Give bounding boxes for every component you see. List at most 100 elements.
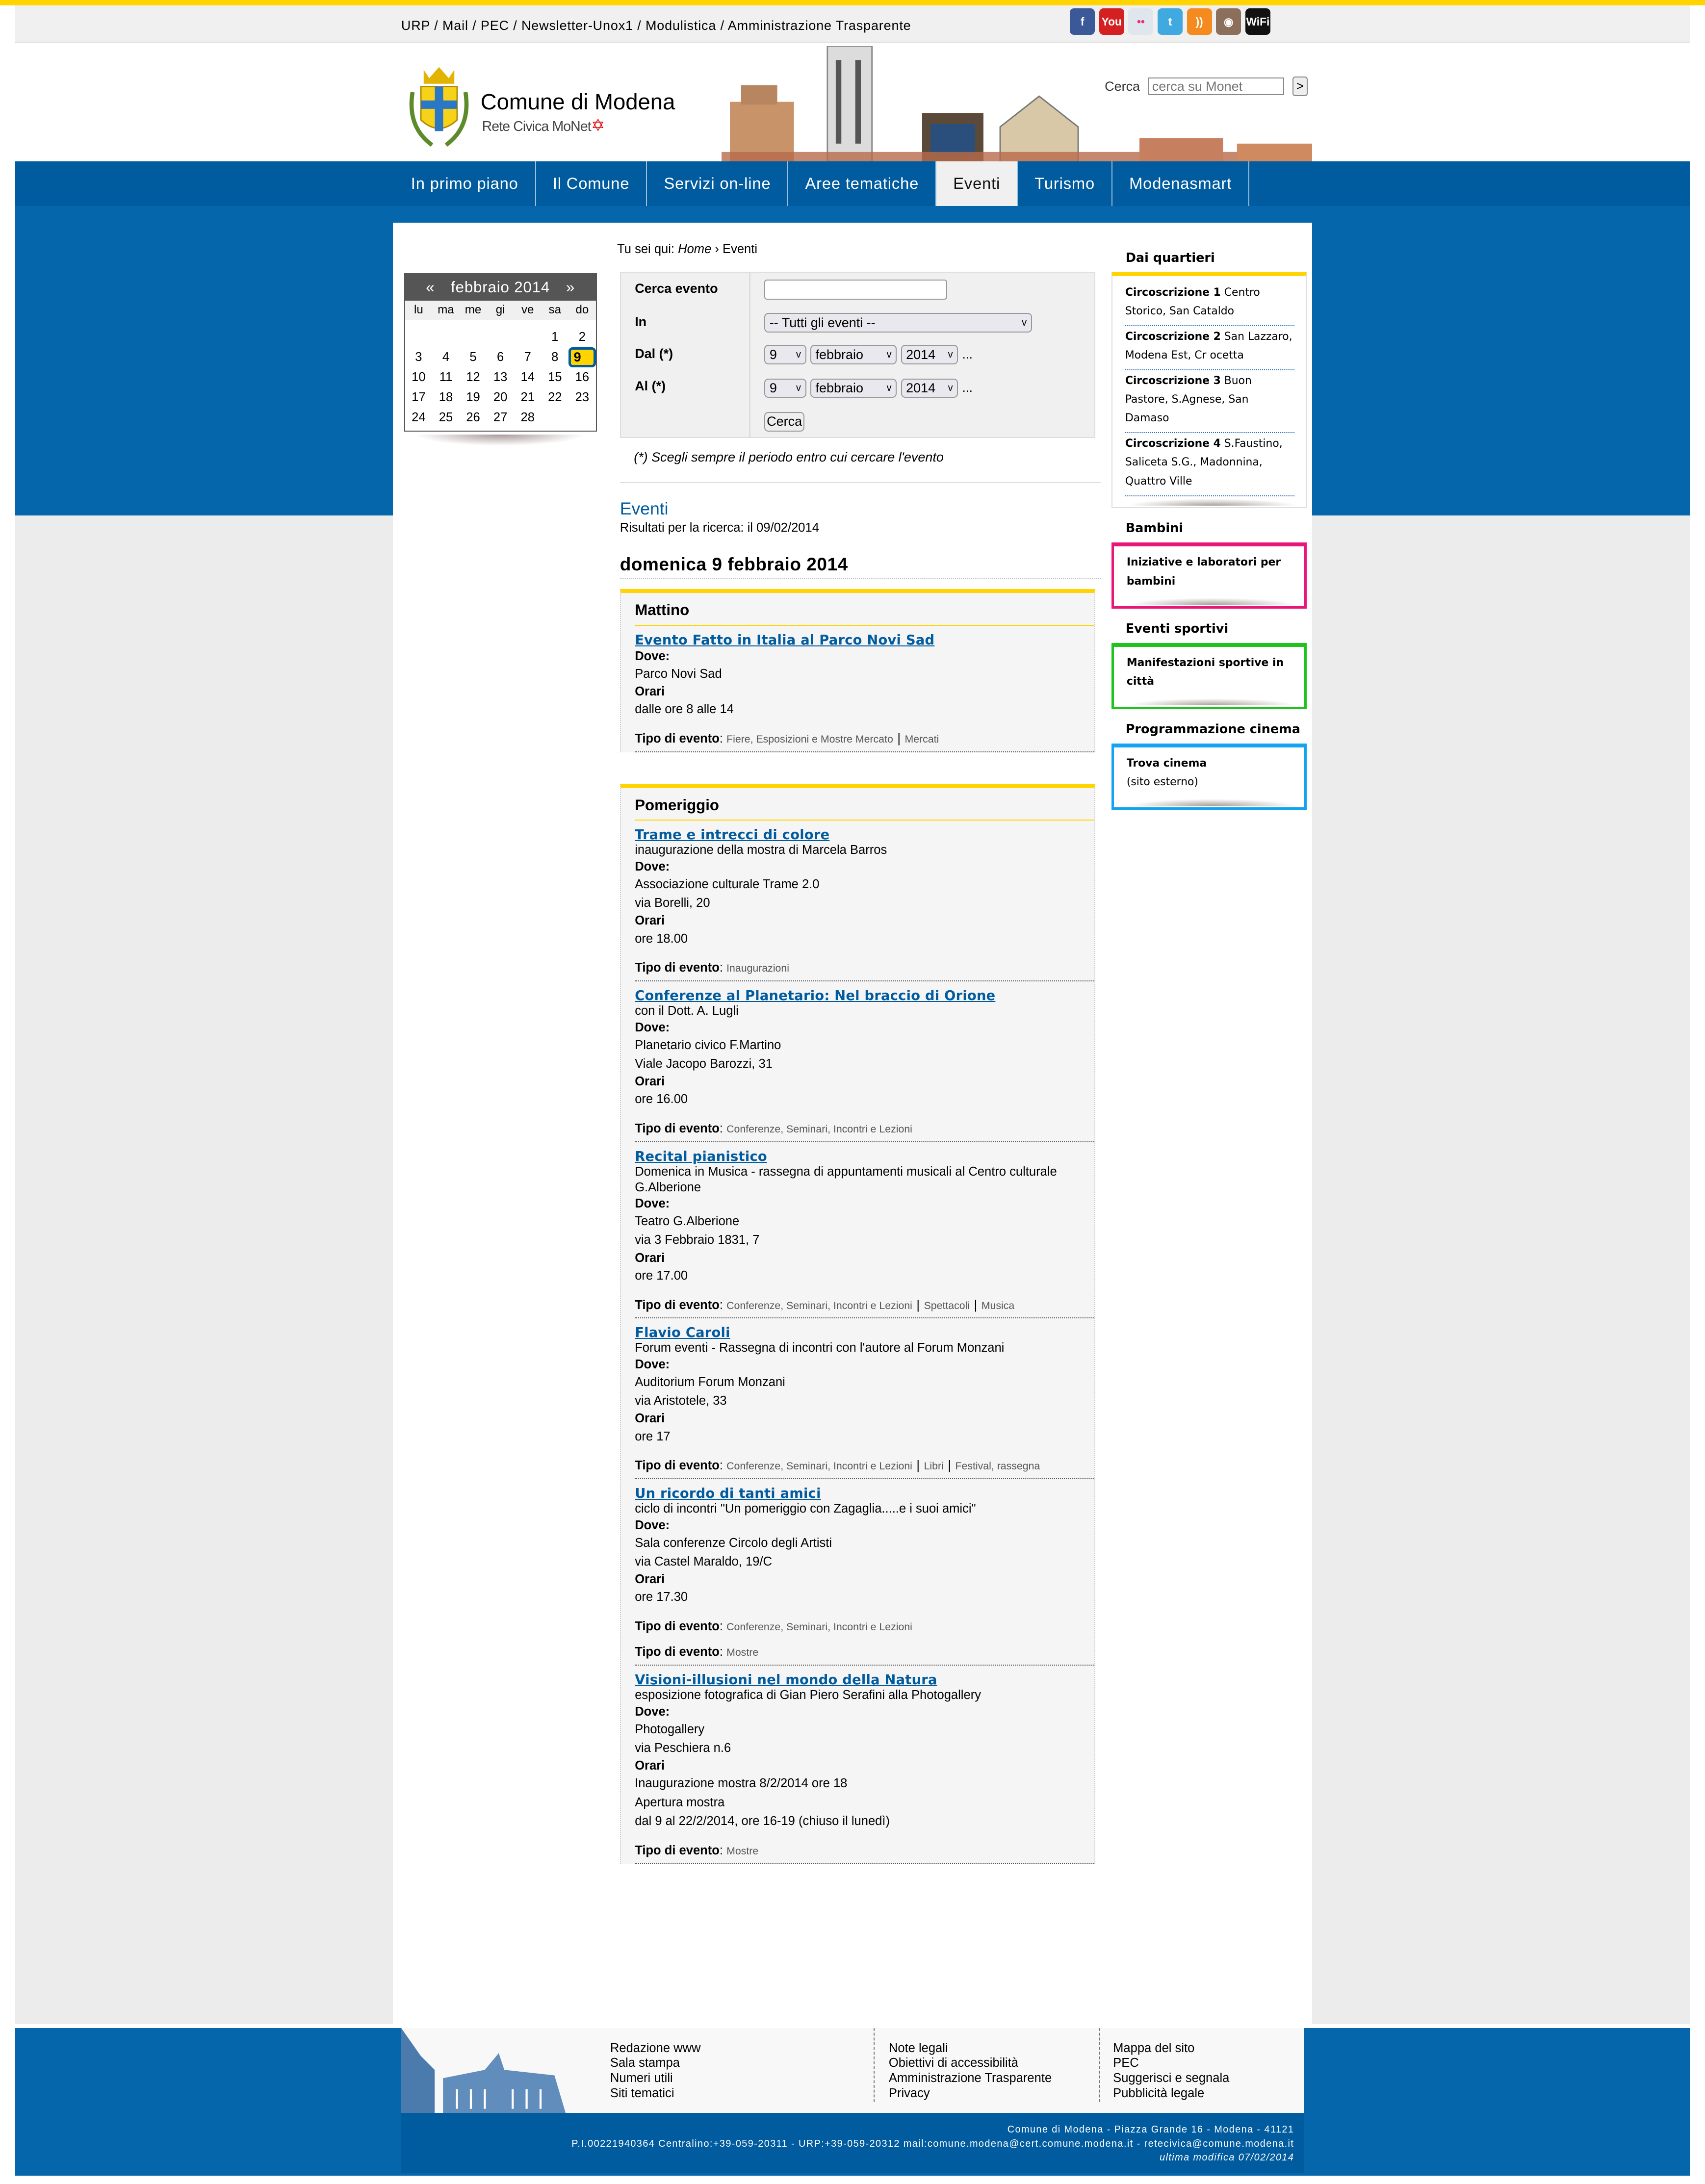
wifi-icon[interactable]: WiFi (1245, 8, 1270, 35)
sidebar-link[interactable]: Trova cinema (sito esterno) (1127, 753, 1293, 796)
calendar-day[interactable]: 10 (412, 370, 426, 384)
calendar-day[interactable]: 27 (493, 411, 508, 425)
calendar-day[interactable]: 23 (575, 390, 590, 405)
flickr-icon[interactable]: •• (1128, 8, 1154, 35)
from-month-select[interactable]: febbraio v (810, 345, 897, 365)
to-calendar-ellipsis[interactable]: ... (962, 381, 973, 395)
calendar-prev-button[interactable]: « (426, 278, 435, 296)
event-category-link[interactable]: Fiere, Esposizioni e Mostre Mercato (726, 733, 893, 745)
category-select[interactable]: -- Tutti gli eventi -- v (764, 313, 1032, 333)
calendar-day[interactable]: 6 (497, 350, 504, 364)
calendar-day[interactable]: 9 (568, 347, 596, 367)
top-link[interactable]: Modulistica (645, 18, 717, 33)
calendar-day[interactable]: 8 (551, 350, 559, 364)
event-title-link[interactable]: Flavio Caroli (635, 1325, 730, 1341)
event-title-link[interactable]: Recital pianistico (635, 1149, 767, 1165)
nav-item-turismo[interactable]: Turismo (1018, 161, 1113, 206)
top-link[interactable]: URP (401, 18, 430, 33)
event-category-link[interactable]: Mercati (904, 733, 939, 745)
footer-link[interactable]: Suggerisci e segnala (1113, 2071, 1230, 2085)
top-link[interactable]: Newsletter-Unox1 (521, 18, 633, 33)
sidebar-link[interactable]: Circoscrizione 2 San Lazzaro, Modena Est… (1125, 326, 1295, 370)
nav-item-in-primo-piano[interactable]: In primo piano (394, 161, 536, 206)
from-year-select[interactable]: 2014 v (901, 345, 958, 365)
nav-item-eventi[interactable]: Eventi (936, 161, 1018, 206)
footer-link[interactable]: Redazione www (610, 2041, 701, 2055)
event-category-link[interactable]: Mostre (726, 1646, 759, 1659)
event-title-link[interactable]: Visioni-illusioni nel mondo della Natura (635, 1672, 937, 1688)
event-category-link[interactable]: Spettacoli (924, 1299, 970, 1311)
nav-item-servizi-on-line[interactable]: Servizi on-line (647, 161, 789, 206)
footer-link[interactable]: Numeri utili (610, 2071, 673, 2085)
calendar-day[interactable]: 2 (578, 330, 586, 344)
calendar-day[interactable]: 24 (412, 411, 426, 425)
facebook-icon[interactable]: f (1070, 8, 1095, 35)
sidebar-link[interactable]: Circoscrizione 4 S.Faustino, Saliceta S.… (1125, 433, 1295, 496)
calendar-day[interactable]: 7 (524, 350, 531, 364)
calendar-day[interactable]: 11 (439, 370, 453, 384)
calendar-day[interactable]: 18 (439, 390, 453, 405)
search-events-button[interactable]: Cerca (764, 411, 804, 432)
calendar-day[interactable]: 12 (466, 370, 480, 384)
footer-link[interactable]: Pubblicità legale (1113, 2086, 1205, 2100)
footer-link[interactable]: Amministrazione Trasparente (888, 2071, 1052, 2085)
top-link[interactable]: Amministrazione Trasparente (727, 18, 911, 33)
nav-item-il-comune[interactable]: Il Comune (536, 161, 647, 206)
event-category-link[interactable]: Inaugurazioni (726, 962, 789, 975)
footer-link[interactable]: Note legali (888, 2041, 948, 2055)
calendar-day[interactable]: 4 (442, 350, 450, 364)
breadcrumb-home-link[interactable]: Home (678, 242, 712, 257)
sidebar-link[interactable]: Circoscrizione 3 Buon Pastore, S.Agnese,… (1125, 370, 1295, 434)
event-category-link[interactable]: Conferenze, Seminari, Incontri e Lezioni (726, 1299, 912, 1311)
calendar-day[interactable]: 5 (469, 350, 477, 364)
event-category-link[interactable]: Conferenze, Seminari, Incontri e Lezioni (726, 1123, 912, 1135)
to-month-select[interactable]: febbraio v (810, 378, 897, 398)
footer-link[interactable]: Privacy (888, 2086, 930, 2100)
rss-icon[interactable]: )) (1187, 8, 1212, 35)
youtube-icon[interactable]: You (1099, 8, 1124, 35)
top-link[interactable]: PEC (480, 18, 509, 33)
event-title-link[interactable]: Un ricordo di tanti amici (635, 1486, 821, 1502)
calendar-day[interactable]: 21 (520, 390, 535, 405)
footer-link[interactable]: PEC (1113, 2056, 1139, 2070)
calendar-day[interactable]: 22 (548, 390, 562, 405)
calendar-day[interactable]: 13 (493, 370, 508, 384)
footer-link[interactable]: Siti tematici (610, 2086, 674, 2100)
calendar-day[interactable]: 25 (439, 411, 453, 425)
instagram-icon[interactable]: ◉ (1216, 8, 1241, 35)
search-submit-button[interactable]: > (1292, 77, 1308, 96)
calendar-day[interactable]: 26 (466, 411, 480, 425)
event-title-link[interactable]: Conferenze al Planetario: Nel braccio di… (635, 988, 996, 1004)
calendar-day[interactable]: 14 (520, 370, 535, 384)
search-event-input[interactable] (764, 279, 948, 300)
logo[interactable]: Comune di Modena Rete Civica MoNet✡ (404, 64, 697, 151)
sidebar-link[interactable]: Manifestazioni sportive in città (1127, 652, 1293, 695)
from-calendar-ellipsis[interactable]: ... (962, 347, 973, 361)
twitter-icon[interactable]: t (1157, 8, 1183, 35)
sidebar-link[interactable]: Circoscrizione 1 Centro Storico, San Cat… (1125, 282, 1295, 326)
calendar-day[interactable]: 28 (520, 411, 535, 425)
nav-item-modenasmart[interactable]: Modenasmart (1112, 161, 1250, 206)
event-category-link[interactable]: Conferenze, Seminari, Incontri e Lezioni (726, 1460, 912, 1472)
event-category-link[interactable]: Festival, rassegna (955, 1460, 1040, 1472)
footer-link[interactable]: Mappa del sito (1113, 2041, 1195, 2055)
calendar-day[interactable]: 16 (575, 370, 590, 384)
to-year-select[interactable]: 2014 v (901, 378, 958, 398)
top-link[interactable]: Mail (442, 18, 468, 33)
event-title-link[interactable]: Trame e intrecci di colore (635, 827, 830, 843)
search-input[interactable] (1148, 77, 1284, 95)
nav-item-aree-tematiche[interactable]: Aree tematiche (788, 161, 937, 206)
sidebar-link[interactable]: Iniziative e laboratori per bambini (1127, 552, 1293, 595)
calendar-day[interactable]: 17 (412, 390, 426, 405)
calendar-next-button[interactable]: » (566, 278, 575, 296)
calendar-day[interactable]: 20 (493, 390, 508, 405)
event-category-link[interactable]: Conferenze, Seminari, Incontri e Lezioni (726, 1621, 912, 1633)
calendar-day[interactable]: 3 (415, 350, 422, 364)
event-title-link[interactable]: Evento Fatto in Italia al Parco Novi Sad (635, 632, 935, 648)
event-category-link[interactable]: Libri (924, 1460, 944, 1472)
footer-link[interactable]: Obiettivi di accessibilità (888, 2056, 1018, 2070)
calendar-day[interactable]: 19 (466, 390, 480, 405)
calendar-day[interactable]: 15 (548, 370, 562, 384)
